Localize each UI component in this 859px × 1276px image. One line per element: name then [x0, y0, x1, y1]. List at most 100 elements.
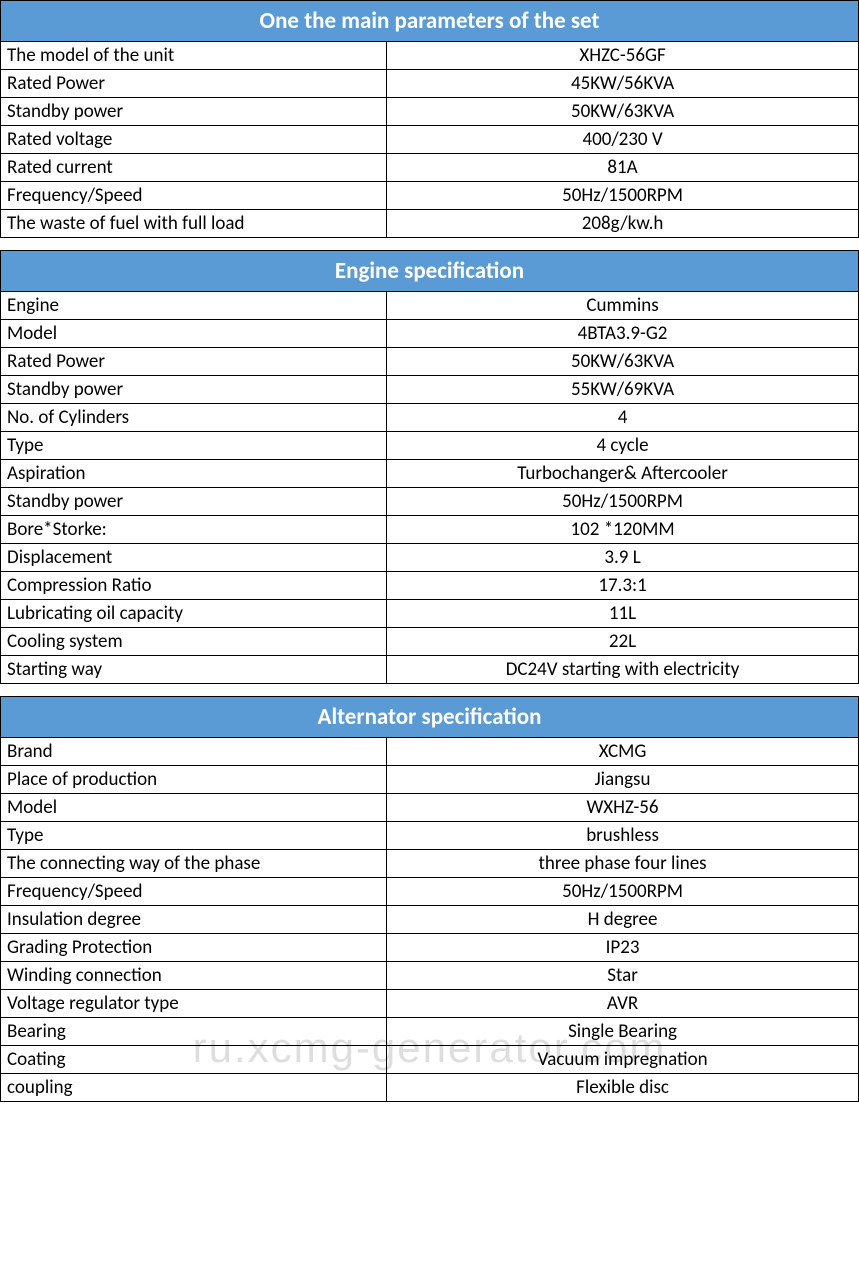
- param-value: 81A: [387, 154, 859, 182]
- param-value: 22L: [387, 628, 859, 656]
- table-row: Starting wayDC24V starting with electric…: [1, 656, 859, 684]
- param-value: H degree: [387, 906, 859, 934]
- param-value: Vacuum impregnation: [387, 1046, 859, 1074]
- param-value: 50Hz/1500RPM: [387, 488, 859, 516]
- param-label: Rated current: [1, 154, 387, 182]
- table-row: The connecting way of the phasethree pha…: [1, 850, 859, 878]
- table-row: Model4BTA3.9-G2: [1, 320, 859, 348]
- spec-table: Engine specificationEngineCumminsModel4B…: [0, 250, 859, 684]
- param-value: 50Hz/1500RPM: [387, 878, 859, 906]
- param-value: brushless: [387, 822, 859, 850]
- param-label: Lubricating oil capacity: [1, 600, 387, 628]
- table-row: Rated current81A: [1, 154, 859, 182]
- table-row: Grading ProtectionIP23: [1, 934, 859, 962]
- param-value: 45KW/56KVA: [387, 70, 859, 98]
- table-row: Standby power50KW/63KVA: [1, 98, 859, 126]
- table-row: EngineCummins: [1, 292, 859, 320]
- param-label: Grading Protection: [1, 934, 387, 962]
- param-value: IP23: [387, 934, 859, 962]
- param-label: Standby power: [1, 376, 387, 404]
- table-row: Typebrushless: [1, 822, 859, 850]
- param-label: Coating: [1, 1046, 387, 1074]
- table-row: Bore*Storke:102 *120MM: [1, 516, 859, 544]
- param-value: Jiangsu: [387, 766, 859, 794]
- param-value: 4BTA3.9-G2: [387, 320, 859, 348]
- param-value: DC24V starting with electricity: [387, 656, 859, 684]
- table-row: Compression Ratio17.3:1: [1, 572, 859, 600]
- table-row: Voltage regulator typeAVR: [1, 990, 859, 1018]
- param-value: Turbochanger& Aftercooler: [387, 460, 859, 488]
- param-label: The waste of fuel with full load: [1, 210, 387, 238]
- table-row: Rated voltage400/230 V: [1, 126, 859, 154]
- table-row: Cooling system22L: [1, 628, 859, 656]
- section-header: One the main parameters of the set: [1, 1, 859, 42]
- param-value: 4 cycle: [387, 432, 859, 460]
- table-row: Standby power55KW/69KVA: [1, 376, 859, 404]
- table-row: BrandXCMG: [1, 738, 859, 766]
- param-label: Standby power: [1, 488, 387, 516]
- param-value: 50KW/63KVA: [387, 98, 859, 126]
- param-value: XHZC-56GF: [387, 42, 859, 70]
- spec-table: One the main parameters of the setThe mo…: [0, 0, 859, 238]
- param-label: Rated voltage: [1, 126, 387, 154]
- table-row: BearingSingle Bearing: [1, 1018, 859, 1046]
- table-row: Rated Power50KW/63KVA: [1, 348, 859, 376]
- table-row: ModelWXHZ-56: [1, 794, 859, 822]
- table-row: Place of productionJiangsu: [1, 766, 859, 794]
- param-label: Type: [1, 432, 387, 460]
- param-label: Place of production: [1, 766, 387, 794]
- param-label: Engine: [1, 292, 387, 320]
- section-header: Alternator specification: [1, 697, 859, 738]
- table-row: Lubricating oil capacity11L: [1, 600, 859, 628]
- param-label: No. of Cylinders: [1, 404, 387, 432]
- param-value: 208g/kw.h: [387, 210, 859, 238]
- param-label: Starting way: [1, 656, 387, 684]
- table-row: Frequency/Speed50Hz/1500RPM: [1, 182, 859, 210]
- param-label: Displacement: [1, 544, 387, 572]
- param-label: Bore*Storke:: [1, 516, 387, 544]
- param-label: Rated Power: [1, 70, 387, 98]
- param-value: three phase four lines: [387, 850, 859, 878]
- param-value: 17.3:1: [387, 572, 859, 600]
- param-value: Single Bearing: [387, 1018, 859, 1046]
- table-row: The waste of fuel with full load208g/kw.…: [1, 210, 859, 238]
- param-label: Winding connection: [1, 962, 387, 990]
- table-row: Type4 cycle: [1, 432, 859, 460]
- param-label: coupling: [1, 1074, 387, 1102]
- param-label: The model of the unit: [1, 42, 387, 70]
- table-row: Rated Power45KW/56KVA: [1, 70, 859, 98]
- table-row: Standby power50Hz/1500RPM: [1, 488, 859, 516]
- param-value: 50Hz/1500RPM: [387, 182, 859, 210]
- section-header: Engine specification: [1, 251, 859, 292]
- param-value: Flexible disc: [387, 1074, 859, 1102]
- spec-table: Alternator specificationBrandXCMGPlace o…: [0, 696, 859, 1102]
- param-value: 4: [387, 404, 859, 432]
- param-label: Cooling system: [1, 628, 387, 656]
- param-value: AVR: [387, 990, 859, 1018]
- table-row: No. of Cylinders4: [1, 404, 859, 432]
- param-value: Star: [387, 962, 859, 990]
- table-row: AspirationTurbochanger& Aftercooler: [1, 460, 859, 488]
- table-row: Frequency/Speed50Hz/1500RPM: [1, 878, 859, 906]
- param-label: Frequency/Speed: [1, 878, 387, 906]
- table-row: Winding connectionStar: [1, 962, 859, 990]
- table-row: Displacement3.9 L: [1, 544, 859, 572]
- param-label: Frequency/Speed: [1, 182, 387, 210]
- param-label: Insulation degree: [1, 906, 387, 934]
- param-label: Brand: [1, 738, 387, 766]
- param-label: The connecting way of the phase: [1, 850, 387, 878]
- param-value: Cummins: [387, 292, 859, 320]
- param-value: 400/230 V: [387, 126, 859, 154]
- param-label: Aspiration: [1, 460, 387, 488]
- table-row: Insulation degreeH degree: [1, 906, 859, 934]
- param-label: Type: [1, 822, 387, 850]
- param-label: Compression Ratio: [1, 572, 387, 600]
- table-row: The model of the unitXHZC-56GF: [1, 42, 859, 70]
- param-value: 55KW/69KVA: [387, 376, 859, 404]
- param-value: WXHZ-56: [387, 794, 859, 822]
- param-label: Model: [1, 320, 387, 348]
- param-value: 3.9 L: [387, 544, 859, 572]
- param-value: 50KW/63KVA: [387, 348, 859, 376]
- param-label: Standby power: [1, 98, 387, 126]
- table-row: couplingFlexible disc: [1, 1074, 859, 1102]
